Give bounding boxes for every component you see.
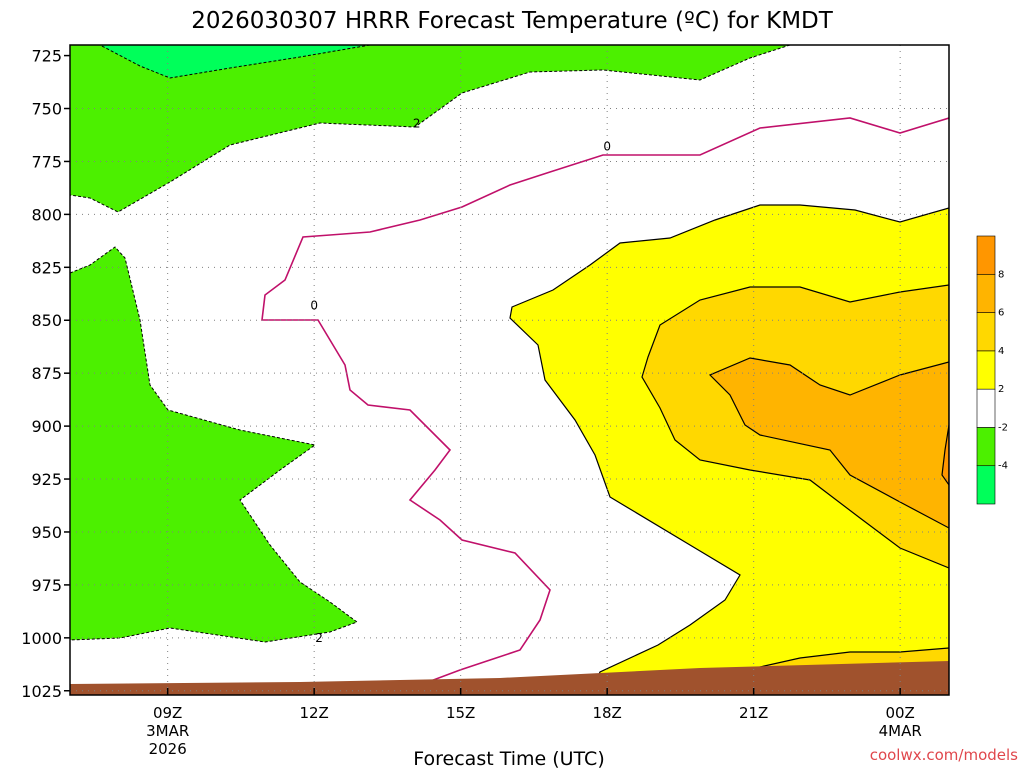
y-tick-label: 750	[31, 100, 62, 119]
colorbar-segment	[976, 350, 996, 390]
contour-labels: 2 2 0 0	[310, 116, 611, 644]
y-tick-label: 1000	[21, 629, 62, 648]
contour-label: 0	[603, 140, 611, 154]
x-tick-label: 12Z	[299, 704, 328, 722]
y-tick-label: 800	[31, 205, 62, 224]
x-tick-sublabel: 3MAR	[146, 722, 189, 740]
y-axis: 725 750 775 800 825 850 875 900 925 950 975 1000 102…	[21, 47, 70, 701]
colorbar-segment	[976, 273, 996, 313]
cold-region-upper	[70, 45, 791, 213]
x-tick-label: 09Z	[153, 704, 182, 722]
chart-title: 2026030307 HRRR Forecast Temperature (ºC…	[191, 8, 834, 34]
y-tick-label: 775	[31, 152, 62, 171]
cold-region-lower	[70, 246, 359, 643]
colorbar: -4 -2 2 4 6 8	[976, 235, 1008, 505]
colorbar-tick-label: -2	[998, 422, 1008, 433]
colorbar-tick-label: 4	[998, 346, 1004, 357]
x-tick-label: 00Z	[885, 704, 914, 722]
colorbar-segment	[976, 465, 996, 505]
colorbar-tick-label: 6	[998, 308, 1004, 319]
colorbar-tick-label: 2	[998, 384, 1004, 395]
x-tick-sublabel: 4MAR	[879, 722, 922, 740]
contour-label: 2	[413, 116, 421, 130]
plot-area: 2 2 0 0	[70, 45, 949, 695]
colorbar-segment	[976, 312, 996, 352]
y-tick-label: 950	[31, 523, 62, 542]
y-tick-label: 725	[31, 47, 62, 66]
y-tick-label: 975	[31, 576, 62, 595]
y-tick-label: 925	[31, 470, 62, 489]
colorbar-tick-label: -4	[998, 461, 1008, 472]
y-tick-label: 875	[31, 364, 62, 383]
colorbar-segment	[976, 388, 996, 428]
x-tick-label: 21Z	[739, 704, 768, 722]
zero-degree-isotherm	[261, 117, 949, 691]
colorbar-segment	[976, 235, 996, 275]
x-tick-label: 18Z	[592, 704, 621, 722]
contour-label: 2	[315, 631, 323, 645]
y-tick-label: 1025	[21, 682, 62, 701]
y-tick-label: 900	[31, 417, 62, 436]
x-tick-label: 15Z	[446, 704, 475, 722]
x-tick-sublabel: 2026	[149, 740, 187, 758]
grid-lines	[70, 45, 949, 695]
warm-region-6c	[708, 357, 949, 529]
y-tick-label: 850	[31, 311, 62, 330]
x-axis-label: Forecast Time (UTC)	[413, 748, 604, 768]
plot-frame	[69, 44, 950, 696]
warm-region-8c	[941, 424, 949, 487]
credit-text: coolwx.com/models	[870, 746, 1018, 764]
contour-label: 0	[310, 298, 318, 312]
colorbar-tick-label: 8	[998, 269, 1004, 280]
y-tick-label: 825	[31, 258, 62, 277]
colorbar-segment	[976, 427, 996, 467]
ground-terrain	[70, 661, 949, 695]
